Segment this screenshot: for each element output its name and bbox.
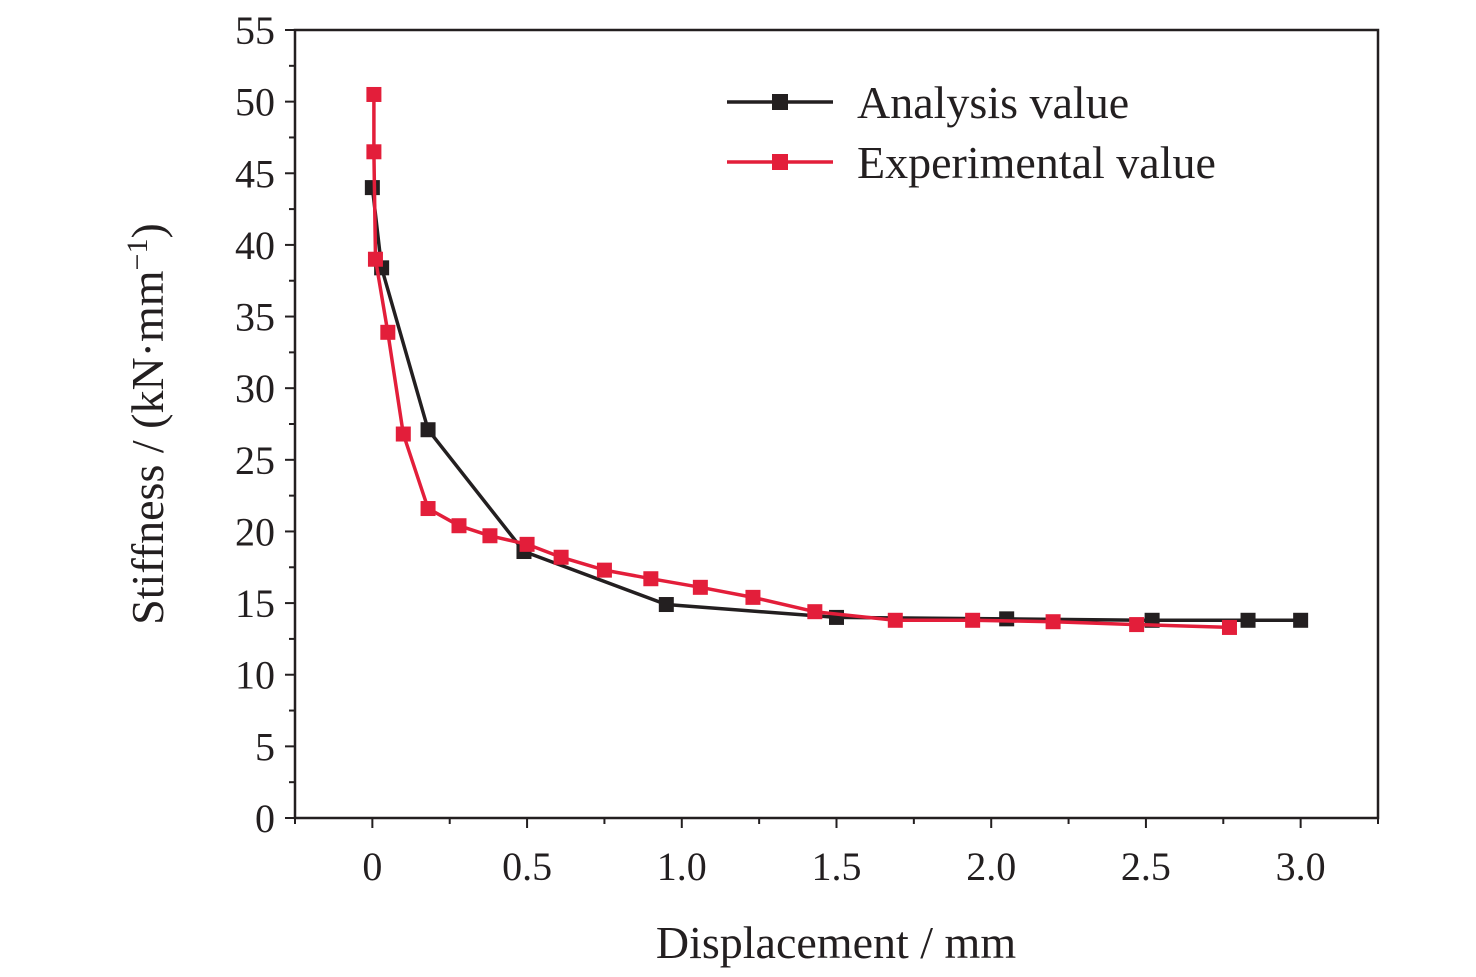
data-point [1240,612,1256,628]
data-point [553,549,569,565]
y-tick-label: 25 [235,438,275,483]
x-axis-title: Displacement / mm [656,917,1016,968]
data-point [965,612,981,628]
y-axis-title-main: Stiffness / (kN·mm [122,270,173,625]
data-point [643,571,659,587]
x-tick-label: 2.5 [1121,844,1171,889]
data-point [420,501,436,517]
plot-frame [293,28,1380,820]
x-tick-label: 2.0 [966,844,1016,889]
y-tick-label: 50 [235,80,275,125]
x-tick-label: 0 [362,844,382,889]
y-tick-label: 15 [235,581,275,626]
data-point [692,579,708,595]
data-point [1221,619,1237,635]
legend: Analysis value Experimental value [727,77,1216,188]
y-axis-title: Stiffness / (kN·mm−1) [121,223,174,625]
data-point [366,144,382,160]
y-axis-title-superscript: −1 [121,239,154,271]
data-series [364,86,1309,635]
y-tick-label: 45 [235,151,275,196]
data-point [367,251,383,267]
y-tick-label: 20 [235,509,275,554]
data-point [420,422,436,438]
data-point [807,604,823,620]
x-tick-label: 0.5 [502,844,552,889]
legend-marker [772,94,788,110]
y-tick-label: 0 [255,796,275,841]
series-1 [366,86,1237,635]
data-point [745,589,761,605]
data-point [519,536,535,552]
y-tick-label: 55 [235,8,275,53]
data-point [999,611,1015,627]
y-tick-label: 5 [255,724,275,769]
data-point [1129,617,1145,633]
data-point [395,426,411,442]
y-tick-label: 35 [235,295,275,340]
data-point [1045,614,1061,630]
x-tick-label: 1.5 [812,844,862,889]
x-tick-label: 1.0 [657,844,707,889]
tick-labels: 0 0.5 1.0 1.5 2.0 2.5 3.0 0 5 10 15 20 25 30 35 40 45 50 5… [235,8,1326,889]
y-tick-label: 30 [235,366,275,411]
y-axis-title-close: ) [122,223,173,238]
series-line [372,94,1230,630]
y-tick-label: 10 [235,653,275,698]
data-point [380,324,396,340]
legend-marker [772,154,788,170]
data-point [1293,612,1309,628]
legend-label: Analysis value [857,77,1129,128]
legend-label: Experimental value [857,137,1216,188]
data-point [887,612,903,628]
legend-entry: Experimental value [727,137,1216,188]
data-point [482,528,498,544]
data-point [364,180,380,196]
data-point [596,562,612,578]
data-point [366,86,382,102]
legend-entry: Analysis value [727,77,1129,128]
y-tick-label: 40 [235,223,275,268]
data-point [658,597,674,613]
series-line [370,187,1301,623]
x-tick-label: 3.0 [1276,844,1326,889]
data-point [451,518,467,534]
